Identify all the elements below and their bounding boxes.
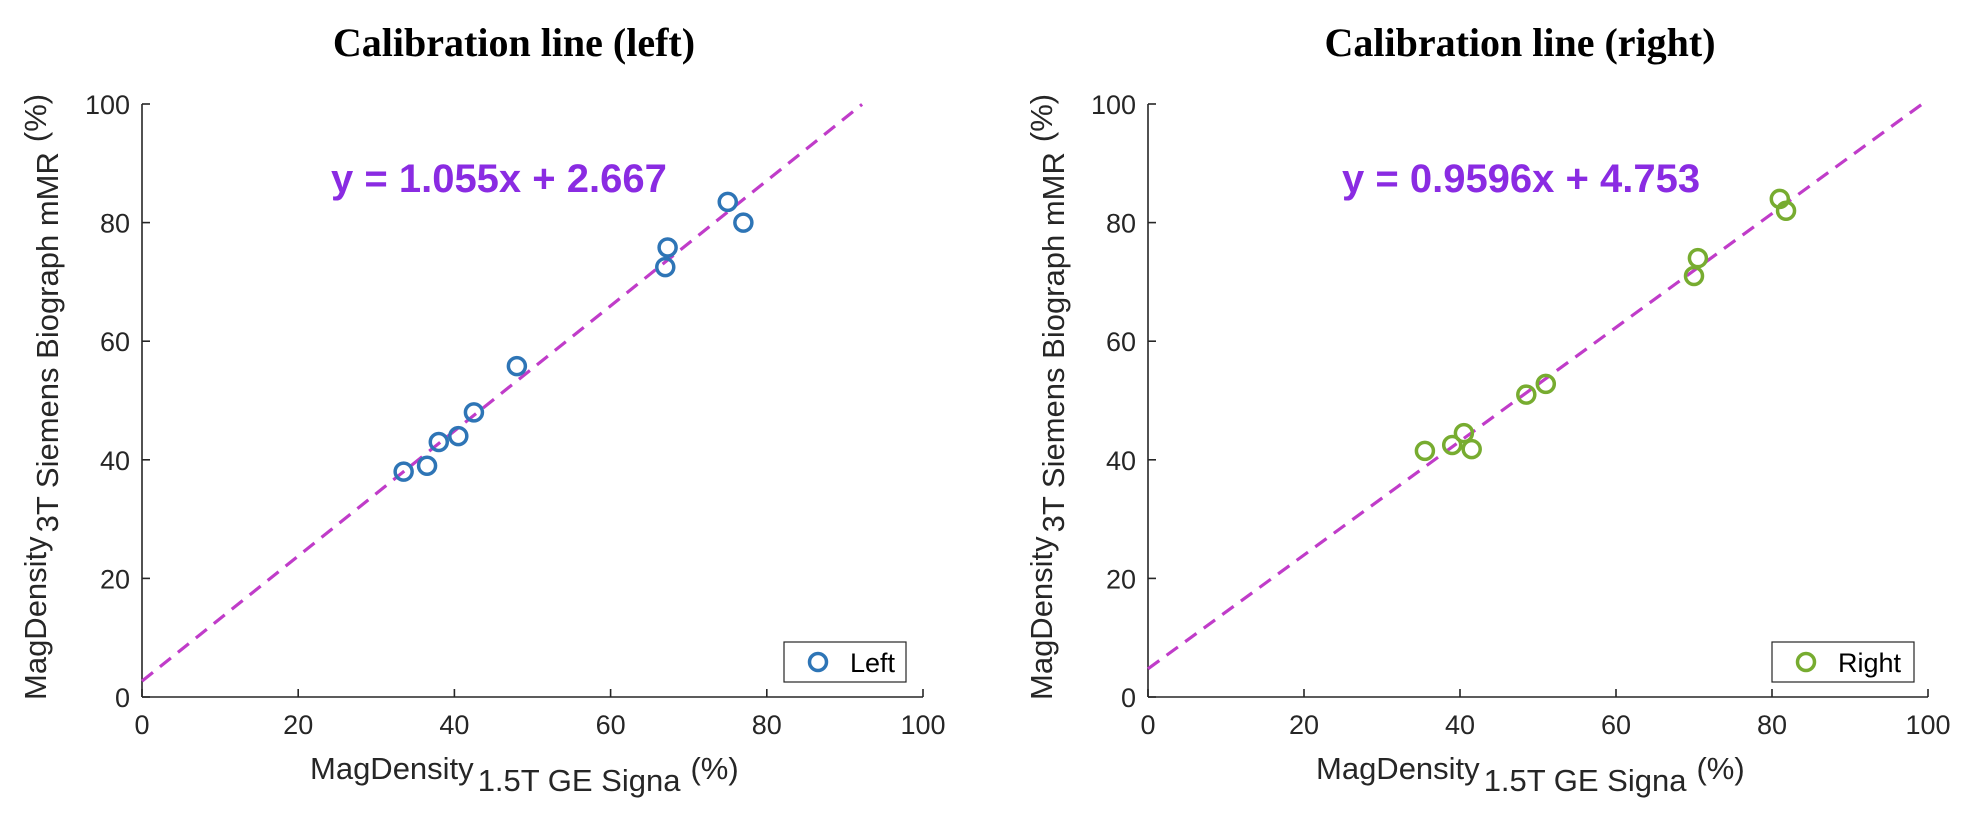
- x-tick-label: 40: [1445, 710, 1475, 740]
- x-tick-label: 80: [1757, 710, 1787, 740]
- legend: Right: [1771, 641, 1915, 683]
- y-tick-label: 80: [1106, 209, 1136, 239]
- x-tick-label: 60: [1601, 710, 1631, 740]
- data-point: [657, 237, 678, 258]
- legend-label: Right: [1838, 648, 1902, 678]
- x-axis-label-unit: (%): [1696, 751, 1744, 786]
- data-point: [733, 212, 754, 233]
- data-point: [393, 461, 414, 482]
- data-point: [1441, 434, 1463, 456]
- legend-box: [1771, 641, 1915, 683]
- x-tick-label: 100: [1905, 710, 1950, 740]
- data-point: [448, 425, 469, 447]
- y-tick-label: 0: [1121, 683, 1136, 713]
- y-axis-label-unit: (%): [18, 94, 53, 142]
- y-tick-label: 40: [100, 446, 130, 476]
- y-axis-label: MagDensity 3T Siemens Biograph mMR (%): [1024, 94, 1071, 700]
- data-point: [1414, 440, 1436, 462]
- x-tick-label: 60: [596, 710, 626, 740]
- y-axis-label-unit: (%): [1024, 94, 1059, 142]
- x-axis-label-main: MagDensity: [310, 751, 474, 786]
- x-axis-label-sub: 1.5T GE Signa: [1484, 763, 1688, 798]
- axes: [1147, 104, 1928, 698]
- x-axis-label: MagDensity 1.5T GE Signa (%): [310, 751, 739, 798]
- x-tick-label: 40: [439, 710, 469, 740]
- y-axis-label-sub: 3T Siemens Biograph mMR: [1036, 152, 1071, 532]
- y-tick-label: 80: [100, 209, 130, 239]
- x-axis-label-sub: 1.5T GE Signa: [478, 763, 682, 798]
- data-point: [428, 431, 450, 453]
- y-tick-label: 100: [1091, 90, 1136, 120]
- chart-panel-right: Calibration line (right) 0 20 40 60 80 100 0 2…: [1024, 20, 1951, 798]
- x-axis-label: MagDensity 1.5T GE Signa (%): [1316, 751, 1745, 798]
- data-point: [1687, 247, 1709, 269]
- y-tick-label: 40: [1106, 446, 1136, 476]
- y-axis-label-main: MagDensity: [1024, 536, 1059, 700]
- fit-equation-label: y = 0.9596x + 4.753: [1342, 157, 1700, 201]
- data-point: [1453, 422, 1475, 444]
- x-tick-label: 80: [752, 710, 782, 740]
- x-tick-labels: 0 20 40 60 80 100: [134, 689, 946, 740]
- x-tick-label: 20: [283, 710, 313, 740]
- legend: Left: [783, 641, 907, 683]
- y-tick-label: 60: [100, 327, 130, 357]
- fit-line: [140, 103, 864, 683]
- data-point: [1516, 384, 1537, 405]
- y-tick-labels: 0 20 40 60 80 100: [1091, 90, 1156, 713]
- data-point: [506, 355, 528, 377]
- legend-label: Left: [850, 648, 896, 678]
- y-tick-label: 20: [100, 564, 130, 594]
- chart-panel-left: Calibration line (left) 0 20 40 60 80 100 0 20…: [18, 20, 946, 798]
- data-point: [655, 256, 676, 278]
- data-points: [1414, 188, 1797, 462]
- y-tick-label: 60: [1106, 327, 1136, 357]
- y-tick-labels: 0 20 40 60 80 100: [85, 90, 150, 713]
- chart-title: Calibration line (left): [333, 20, 695, 65]
- y-tick-label: 0: [115, 683, 130, 713]
- legend-box: [783, 641, 907, 683]
- data-point: [1775, 200, 1797, 221]
- data-point: [463, 402, 485, 423]
- x-tick-label: 0: [1140, 710, 1155, 740]
- legend-marker: [807, 651, 829, 673]
- x-tick-labels: 0 20 40 60 80 100: [1140, 689, 1951, 740]
- legend-marker: [1795, 651, 1817, 673]
- y-axis-label-main: MagDensity: [18, 536, 53, 700]
- data-point: [416, 455, 438, 476]
- y-axis-label-sub: 3T Siemens Biograph mMR: [30, 152, 65, 532]
- x-tick-label: 20: [1289, 710, 1319, 740]
- x-axis-label-unit: (%): [690, 751, 738, 786]
- x-tick-label: 100: [900, 710, 945, 740]
- data-point: [1461, 438, 1482, 460]
- data-points: [393, 191, 754, 482]
- x-tick-label: 0: [134, 710, 149, 740]
- y-tick-label: 20: [1106, 564, 1136, 594]
- y-axis-label: MagDensity 3T Siemens Biograph mMR (%): [18, 94, 65, 700]
- fit-equation-label: y = 1.055x + 2.667: [331, 157, 667, 201]
- data-point: [1535, 373, 1557, 395]
- chart-title: Calibration line (right): [1324, 20, 1715, 65]
- axes: [141, 104, 923, 698]
- data-point: [717, 191, 738, 213]
- y-tick-label: 100: [85, 90, 130, 120]
- fit-line-group: [140, 103, 864, 683]
- x-axis-label-main: MagDensity: [1316, 751, 1480, 786]
